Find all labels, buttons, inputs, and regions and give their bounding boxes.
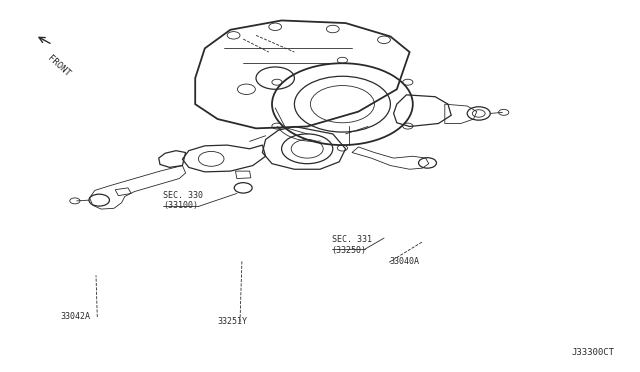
Text: SEC. 331
(33250): SEC. 331 (33250)	[332, 235, 371, 255]
Text: 33251Y: 33251Y	[218, 317, 248, 326]
Text: 33040A: 33040A	[389, 257, 419, 266]
Text: 33042A: 33042A	[61, 312, 91, 321]
Text: FRONT: FRONT	[46, 54, 72, 78]
Text: SEC. 330
(33100): SEC. 330 (33100)	[163, 191, 204, 210]
Text: J33300CT: J33300CT	[572, 348, 614, 357]
